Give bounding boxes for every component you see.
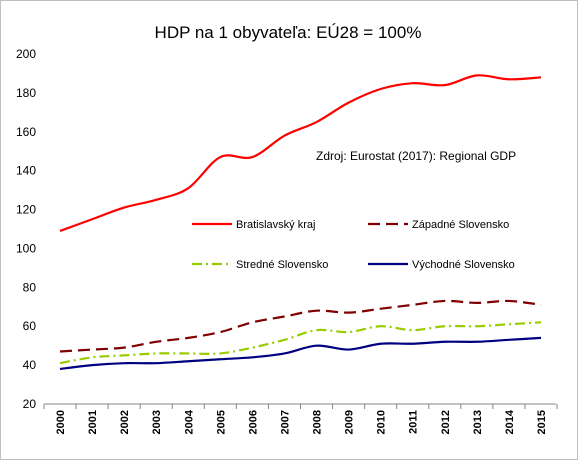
x-tick-label: 2000 — [55, 410, 67, 434]
legend-label: Západné Slovensko — [412, 219, 509, 231]
y-tick-label: 180 — [16, 86, 36, 100]
x-tick-label: 2010 — [376, 410, 388, 434]
x-tick-label: 2015 — [536, 410, 548, 434]
x-tick-label: 2013 — [472, 410, 484, 434]
x-tick-label: 2009 — [344, 410, 356, 434]
series-line — [59, 321, 542, 365]
x-axis: 2000 2001 2002 2003 2004 2005 2006 2007 2008 2009… — [43, 403, 558, 434]
legend-label: Východné Slovensko — [412, 259, 515, 271]
x-tick-label: 2008 — [312, 410, 324, 434]
x-tick-label: 2007 — [279, 410, 291, 434]
plot-lines — [59, 74, 542, 371]
x-tick-label: 2011 — [408, 410, 420, 434]
source-annotation: Zdroj: Eurostat (2017): Regional GDP — [316, 149, 516, 163]
x-tick-label: 2005 — [215, 410, 227, 434]
x-tick-label: 2014 — [504, 409, 516, 434]
x-tick-label: 2002 — [119, 410, 131, 434]
y-tick-label: 120 — [16, 203, 36, 217]
y-tick-label: 40 — [23, 358, 37, 372]
legend-label: Stredné Slovensko — [236, 259, 328, 271]
y-tick-label: 60 — [23, 319, 37, 333]
y-tick-label: 160 — [16, 125, 36, 139]
x-tick-label: 2006 — [247, 410, 259, 434]
y-tick-label: 80 — [23, 280, 37, 294]
y-tick-label: 100 — [16, 241, 36, 255]
legend-label: Bratislavský kraj — [236, 219, 315, 231]
chart-title: HDP na 1 obyvateľa: EÚ28 = 100% — [155, 23, 422, 42]
x-tick-label: 2001 — [87, 410, 99, 434]
x-tick-label: 2003 — [151, 410, 163, 434]
y-tick-label: 20 — [23, 397, 37, 411]
series-line — [59, 74, 542, 232]
y-axis: 20 40 60 80 100 120 140 160 180 200 — [16, 47, 36, 411]
y-tick-label: 140 — [16, 164, 36, 178]
series-line — [59, 336, 542, 371]
x-tick-label: 2004 — [183, 409, 195, 434]
x-tick-label: 2012 — [440, 410, 452, 434]
series-line — [59, 299, 542, 353]
y-tick-label: 200 — [16, 47, 36, 61]
legend: Bratislavský kraj Západné Slovensko Stredn… — [192, 219, 515, 271]
